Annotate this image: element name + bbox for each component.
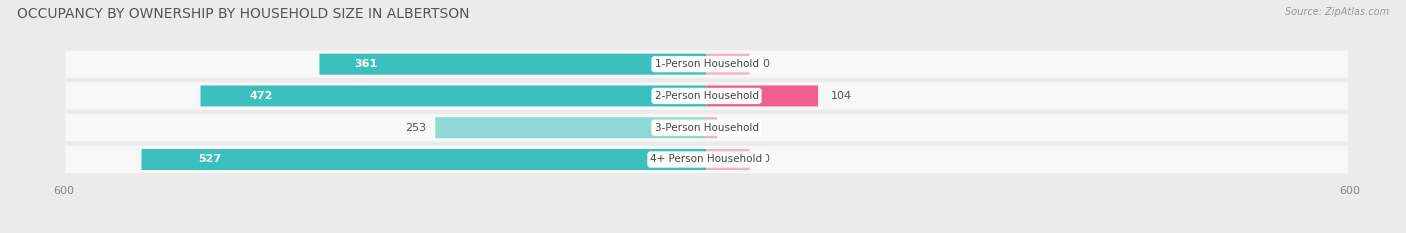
FancyBboxPatch shape [319, 54, 707, 75]
Text: 472: 472 [249, 91, 273, 101]
FancyBboxPatch shape [65, 51, 1348, 78]
Text: 0: 0 [762, 154, 769, 164]
FancyBboxPatch shape [706, 149, 749, 170]
Text: OCCUPANCY BY OWNERSHIP BY HOUSEHOLD SIZE IN ALBERTSON: OCCUPANCY BY OWNERSHIP BY HOUSEHOLD SIZE… [17, 7, 470, 21]
FancyBboxPatch shape [201, 86, 707, 106]
Text: 104: 104 [831, 91, 852, 101]
FancyBboxPatch shape [706, 117, 717, 138]
FancyBboxPatch shape [65, 82, 1348, 110]
FancyBboxPatch shape [706, 86, 818, 106]
Text: 10: 10 [730, 123, 744, 133]
FancyBboxPatch shape [706, 54, 749, 75]
Text: 3-Person Household: 3-Person Household [655, 123, 758, 133]
FancyBboxPatch shape [65, 146, 1348, 173]
Text: 1-Person Household: 1-Person Household [655, 59, 758, 69]
FancyBboxPatch shape [142, 149, 707, 170]
FancyBboxPatch shape [65, 114, 1348, 141]
Text: 4+ Person Household: 4+ Person Household [651, 154, 762, 164]
Text: 361: 361 [354, 59, 378, 69]
Text: 253: 253 [405, 123, 426, 133]
FancyBboxPatch shape [436, 117, 707, 138]
Text: 0: 0 [762, 59, 769, 69]
Text: 2-Person Household: 2-Person Household [655, 91, 758, 101]
Text: Source: ZipAtlas.com: Source: ZipAtlas.com [1285, 7, 1389, 17]
Text: 527: 527 [198, 154, 221, 164]
